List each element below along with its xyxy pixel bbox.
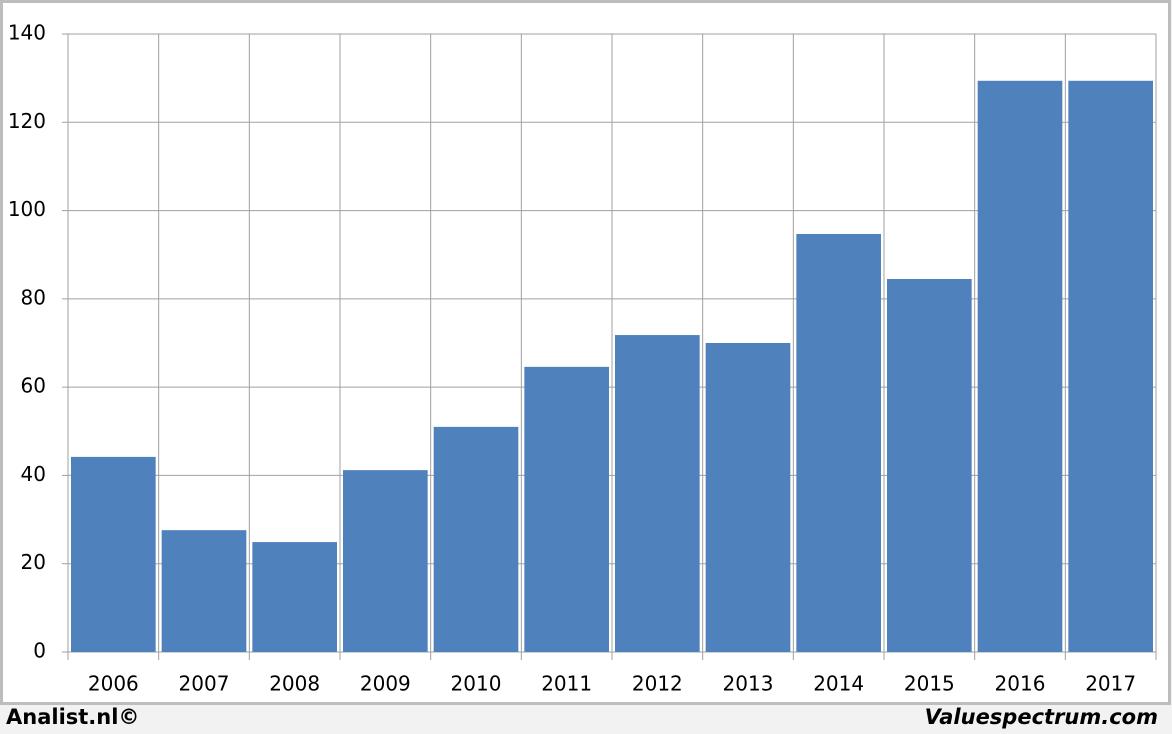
x-tick-label: 2015 bbox=[904, 672, 955, 696]
credit-left: Analist.nl© bbox=[6, 705, 139, 729]
x-tick-label: 2010 bbox=[451, 672, 502, 696]
bar bbox=[343, 470, 428, 652]
x-tick-label: 2016 bbox=[995, 672, 1046, 696]
bar bbox=[887, 278, 972, 652]
bar bbox=[977, 80, 1063, 652]
y-tick-label: 60 bbox=[21, 374, 46, 398]
bar bbox=[524, 366, 609, 652]
x-tick-label: 2008 bbox=[269, 672, 320, 696]
bar bbox=[705, 343, 791, 652]
bar bbox=[615, 335, 700, 652]
x-tick-label: 2013 bbox=[723, 672, 774, 696]
y-tick-label: 0 bbox=[33, 639, 46, 663]
y-tick-label: 120 bbox=[8, 109, 46, 133]
bar bbox=[796, 233, 881, 652]
y-tick-label: 40 bbox=[21, 462, 46, 486]
x-tick-label: 2011 bbox=[541, 672, 592, 696]
x-tick-label: 2009 bbox=[360, 672, 411, 696]
bar bbox=[71, 456, 156, 652]
x-tick-label: 2014 bbox=[813, 672, 864, 696]
x-tick-label: 2017 bbox=[1085, 672, 1136, 696]
bar bbox=[161, 530, 247, 652]
x-tick-label: 2012 bbox=[632, 672, 683, 696]
y-tick-label: 20 bbox=[21, 550, 46, 574]
bar bbox=[433, 426, 519, 652]
x-tick-label: 2007 bbox=[179, 672, 230, 696]
bar bbox=[1068, 80, 1153, 652]
y-tick-label: 80 bbox=[21, 285, 46, 309]
bar bbox=[252, 542, 337, 652]
y-tick-label: 140 bbox=[8, 21, 46, 45]
x-tick-label: 2006 bbox=[88, 672, 139, 696]
credit-right: Valuespectrum.com bbox=[925, 705, 1158, 729]
y-tick-label: 100 bbox=[8, 197, 46, 221]
